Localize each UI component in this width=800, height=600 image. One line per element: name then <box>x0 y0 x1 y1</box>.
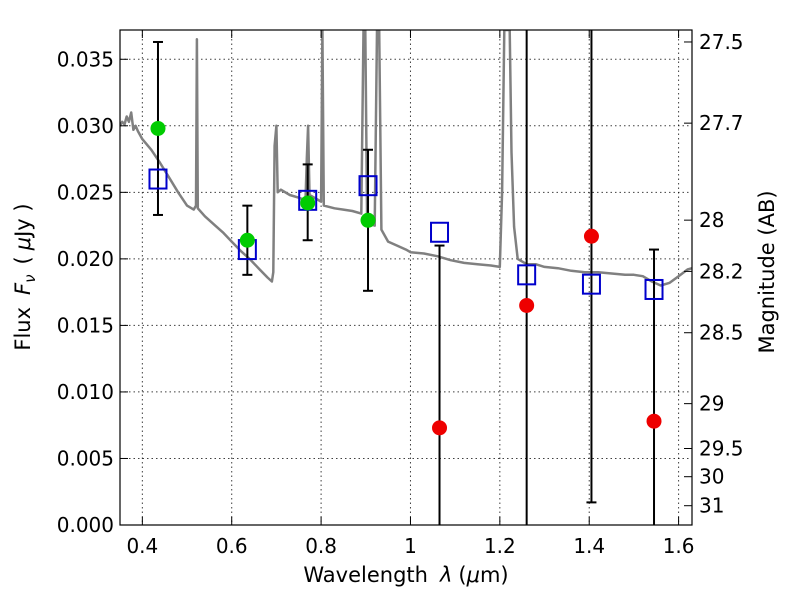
x-tick-label: 1.4 <box>573 534 605 558</box>
y2-tick-label: 27.7 <box>699 111 744 135</box>
model-spectrum-line <box>120 30 692 287</box>
detection-point <box>300 195 316 211</box>
x-tick-label: 1.6 <box>663 534 695 558</box>
non-detection-point <box>646 413 662 429</box>
y-tick-label: 0.030 <box>57 114 114 138</box>
y-tick-label: 0.025 <box>57 180 114 204</box>
non-detection-point <box>519 297 535 313</box>
y2-tick-label: 28.2 <box>699 259 744 283</box>
model-photometry-square <box>148 168 168 190</box>
x-tick-label: 1.2 <box>484 534 516 558</box>
y2-tick-label: 30 <box>699 465 724 489</box>
x-tick-label: 1 <box>404 534 417 558</box>
y-tick-label: 0.010 <box>57 380 114 404</box>
y2-tick-label: 27.5 <box>699 30 744 54</box>
y-tick-label: 0.000 <box>57 513 114 537</box>
markers <box>148 120 664 436</box>
grid <box>120 30 692 525</box>
detection-point <box>150 120 166 136</box>
model-photometry-square <box>430 221 450 243</box>
model-photometry-square <box>581 273 601 295</box>
plot-frame <box>119 29 693 526</box>
y2-tick-label: 31 <box>699 494 724 518</box>
x-axis-label: Wavelength λ (μm) <box>303 563 508 587</box>
y-tick-label: 0.035 <box>57 47 114 71</box>
y-tick-label: 0.015 <box>57 313 114 337</box>
x-tick-label: 0.6 <box>216 534 248 558</box>
detection-point <box>360 212 376 228</box>
non-detection-point <box>432 420 448 436</box>
detection-point <box>239 232 255 248</box>
x-tick-label: 0.4 <box>126 534 158 558</box>
non-detection-point <box>583 228 599 244</box>
ticks: 0.4 0.6 0.8 1 1.2 1.4 1.6 0.000 0.005 0.010 0.015 0… <box>57 30 744 558</box>
model-photometry-square <box>644 278 664 300</box>
y-tick-label: 0.005 <box>57 446 114 470</box>
y2-tick-label: 28.5 <box>699 321 744 345</box>
spectrum-layer <box>120 30 692 287</box>
y2-tick-label: 29.5 <box>699 436 744 460</box>
y2-tick-label: 28 <box>699 208 724 232</box>
y2-axis-label: Magnitude (AB) <box>755 190 779 353</box>
x-tick-label: 0.8 <box>305 534 337 558</box>
model-photometry-square <box>358 175 378 197</box>
plot-area-border <box>119 29 693 526</box>
y-axis-label: FluxFν(μJy ) <box>11 203 39 350</box>
y-tick-label: 0.020 <box>57 247 114 271</box>
model-photometry-square <box>517 264 537 286</box>
y2-tick-label: 29 <box>699 392 724 416</box>
